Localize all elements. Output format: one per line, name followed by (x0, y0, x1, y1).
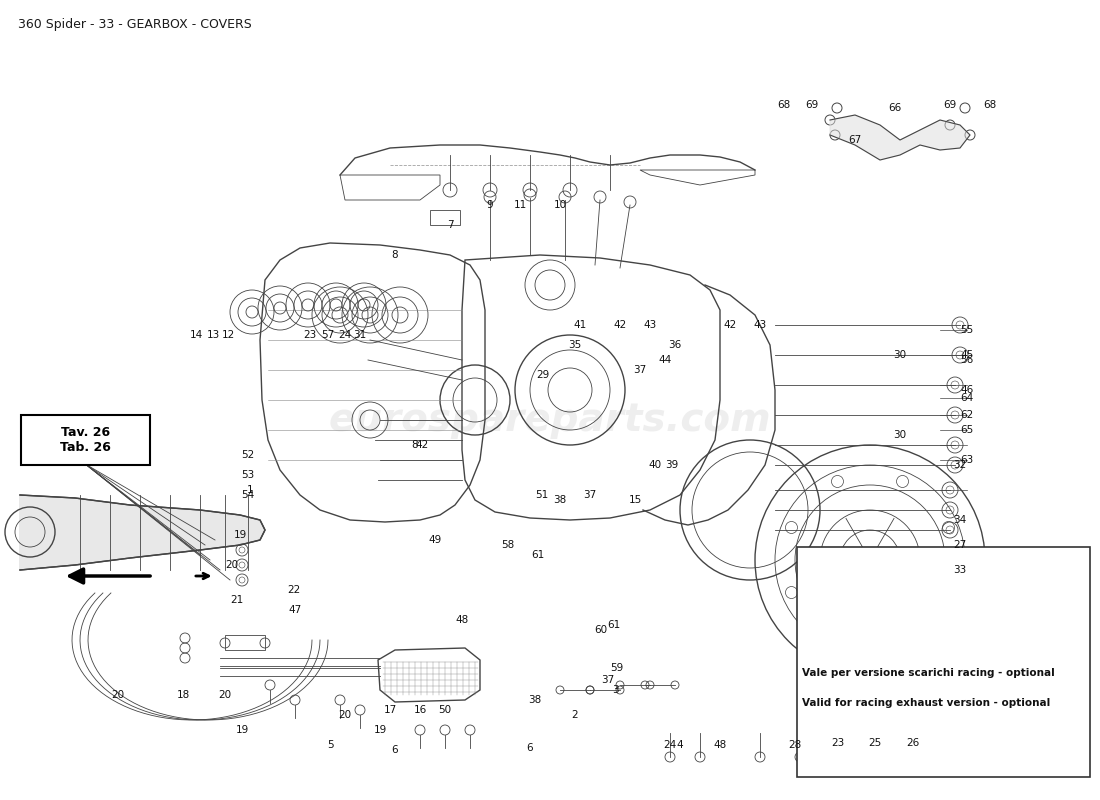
Text: 36: 36 (669, 340, 682, 350)
Text: 37: 37 (634, 365, 647, 375)
Text: 7: 7 (447, 220, 453, 230)
Text: 19: 19 (235, 725, 249, 735)
Text: 24: 24 (339, 330, 352, 340)
Text: 20: 20 (111, 690, 124, 700)
Text: 41: 41 (573, 320, 586, 330)
Text: 51: 51 (536, 490, 549, 500)
Text: 29: 29 (537, 370, 550, 380)
Text: 67: 67 (848, 135, 861, 145)
Text: 8: 8 (411, 440, 418, 450)
Text: 38: 38 (528, 695, 541, 705)
Text: 14: 14 (189, 330, 202, 340)
Text: 30: 30 (893, 430, 906, 440)
Text: 48: 48 (455, 615, 469, 625)
Text: 61: 61 (607, 620, 620, 630)
Text: 48: 48 (714, 740, 727, 750)
Text: 20: 20 (339, 710, 352, 720)
Text: 11: 11 (514, 200, 527, 210)
Text: 9: 9 (486, 200, 493, 210)
Text: 47: 47 (288, 605, 301, 615)
FancyBboxPatch shape (796, 547, 1090, 777)
Text: 4: 4 (676, 740, 683, 750)
Polygon shape (20, 495, 265, 570)
Text: Tav. 26
Tab. 26: Tav. 26 Tab. 26 (59, 426, 111, 454)
Text: 66: 66 (889, 103, 902, 113)
Text: Vale per versione scarichi racing - optional: Vale per versione scarichi racing - opti… (803, 668, 1055, 678)
Polygon shape (830, 115, 970, 160)
Text: 39: 39 (666, 460, 679, 470)
Text: 22: 22 (287, 585, 300, 595)
Text: 30: 30 (893, 350, 906, 360)
Text: 55: 55 (960, 325, 974, 335)
Text: 6: 6 (392, 745, 398, 755)
Text: 64: 64 (960, 393, 974, 403)
Text: 58: 58 (502, 540, 515, 550)
Text: 26: 26 (906, 738, 920, 748)
Text: 38: 38 (553, 495, 566, 505)
Text: 43: 43 (754, 320, 767, 330)
Text: 15: 15 (628, 495, 641, 505)
Text: 59: 59 (610, 663, 624, 673)
Text: 60: 60 (594, 625, 607, 635)
FancyBboxPatch shape (21, 415, 150, 465)
Text: 5: 5 (327, 740, 333, 750)
Text: 19: 19 (233, 530, 246, 540)
Text: 23: 23 (832, 738, 845, 748)
Text: 2: 2 (572, 710, 579, 720)
Text: 37: 37 (602, 675, 615, 685)
Text: 19: 19 (373, 725, 386, 735)
Text: 52: 52 (241, 450, 254, 460)
Text: 17: 17 (384, 705, 397, 715)
Text: 32: 32 (954, 460, 967, 470)
Text: eurospareparts.com: eurospareparts.com (329, 401, 771, 439)
Text: 10: 10 (553, 200, 566, 210)
Text: 49: 49 (428, 535, 441, 545)
Text: 56: 56 (960, 355, 974, 365)
Text: 45: 45 (960, 350, 974, 360)
Text: 42: 42 (614, 320, 627, 330)
Text: 31: 31 (353, 330, 366, 340)
Text: 68: 68 (983, 100, 997, 110)
Text: 1: 1 (246, 485, 253, 495)
Text: 57: 57 (321, 330, 334, 340)
Text: 34: 34 (954, 515, 967, 525)
Text: 50: 50 (439, 705, 452, 715)
Text: 12: 12 (221, 330, 234, 340)
Text: 65: 65 (960, 425, 974, 435)
Text: 20: 20 (226, 560, 239, 570)
Text: 18: 18 (176, 690, 189, 700)
Text: 61: 61 (531, 550, 544, 560)
Text: 46: 46 (960, 385, 974, 395)
Text: 21: 21 (230, 595, 243, 605)
Text: 6: 6 (527, 743, 534, 753)
Text: 43: 43 (644, 320, 657, 330)
Text: 28: 28 (789, 740, 802, 750)
Text: 23: 23 (304, 330, 317, 340)
Text: 62: 62 (960, 410, 974, 420)
Text: 13: 13 (207, 330, 220, 340)
Text: 40: 40 (648, 460, 661, 470)
Text: 360 Spider - 33 - GEARBOX - COVERS: 360 Spider - 33 - GEARBOX - COVERS (18, 18, 252, 31)
Text: 20: 20 (219, 690, 232, 700)
Text: Valid for racing exhaust version - optional: Valid for racing exhaust version - optio… (803, 698, 1050, 708)
Text: 27: 27 (954, 540, 967, 550)
Text: 63: 63 (960, 455, 974, 465)
Text: 53: 53 (241, 470, 254, 480)
Text: 69: 69 (805, 100, 818, 110)
Text: 16: 16 (414, 705, 427, 715)
Text: 33: 33 (954, 565, 967, 575)
Text: 44: 44 (659, 355, 672, 365)
Text: 25: 25 (868, 738, 881, 748)
Text: 24: 24 (663, 740, 676, 750)
Text: 42: 42 (416, 440, 429, 450)
Text: 42: 42 (724, 320, 737, 330)
Text: 54: 54 (241, 490, 254, 500)
Text: 35: 35 (569, 340, 582, 350)
Text: 68: 68 (778, 100, 791, 110)
Text: 3: 3 (612, 685, 618, 695)
Text: 69: 69 (944, 100, 957, 110)
Text: 37: 37 (583, 490, 596, 500)
Text: 8: 8 (392, 250, 398, 260)
